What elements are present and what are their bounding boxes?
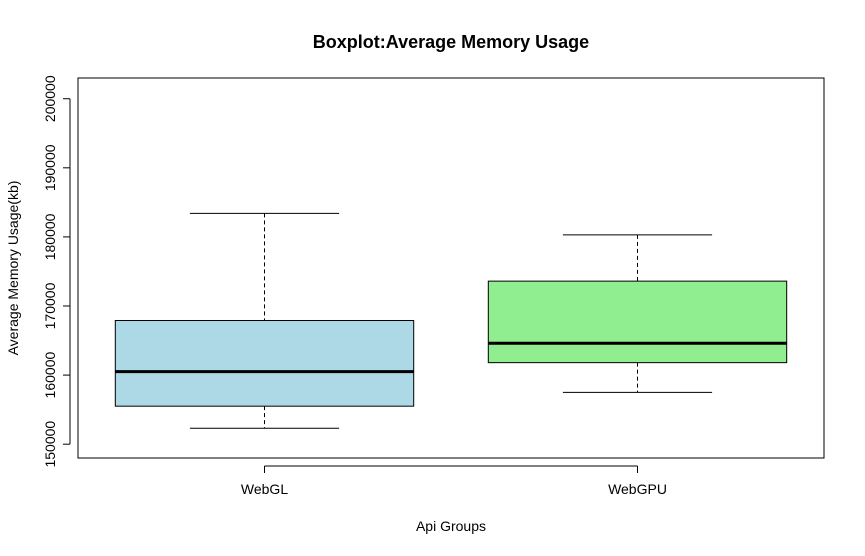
box-webgpu [487, 234, 788, 393]
y-axis-label: Average Memory Usage(kb) [5, 181, 21, 356]
plot-frame [77, 77, 825, 459]
y-tick-label: 160000 [42, 352, 58, 399]
box-group [114, 212, 788, 429]
y-tick-label: 180000 [42, 213, 58, 260]
chart-title: Boxplot:Average Memory Usage [313, 32, 589, 52]
y-tick-label: 170000 [42, 282, 58, 329]
y-tick-label: 200000 [42, 75, 58, 122]
box-webgl [114, 212, 415, 429]
y-tick-label: 150000 [42, 421, 58, 468]
x-axis: WebGL WebGPU [241, 465, 667, 497]
iqr-box [114, 320, 415, 407]
x-tick-label: WebGL [241, 481, 288, 497]
y-axis: 150000 160000 170000 180000 190000 200000 [42, 75, 71, 468]
iqr-box [487, 280, 788, 364]
y-tick-label: 190000 [42, 144, 58, 191]
x-tick-label: WebGPU [608, 481, 667, 497]
x-axis-label: Api Groups [416, 518, 486, 534]
